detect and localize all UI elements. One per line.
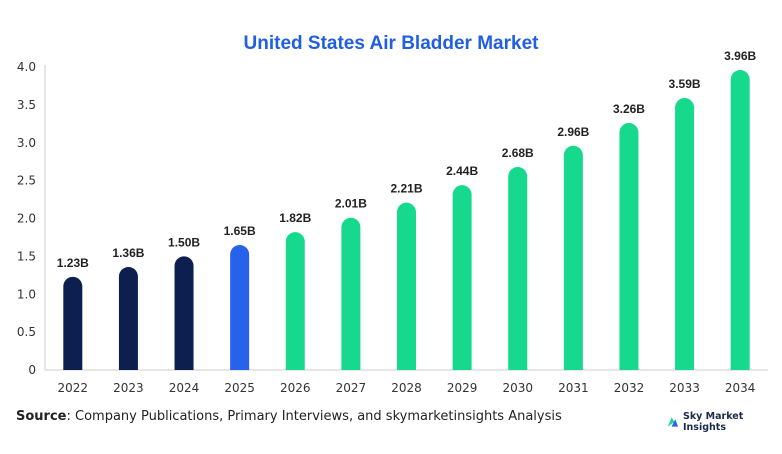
x-tick-label-2023: 2023 bbox=[113, 381, 144, 395]
x-tick-label-2033: 2033 bbox=[669, 381, 700, 395]
y-tick-label: 4.0 bbox=[17, 60, 36, 74]
y-tick-label: 1.5 bbox=[17, 249, 36, 263]
data-label-2026: 1.82B bbox=[279, 211, 311, 225]
data-label-2030: 2.68B bbox=[502, 146, 534, 160]
data-label-2034: 3.96B bbox=[724, 49, 756, 63]
bar-2027 bbox=[341, 217, 361, 370]
bar-2031 bbox=[563, 145, 583, 370]
x-tick-label-2028: 2028 bbox=[391, 381, 422, 395]
x-tick-label-2031: 2031 bbox=[558, 381, 589, 395]
chart-title: United States Air Bladder Market bbox=[243, 33, 539, 54]
x-tick-label-2026: 2026 bbox=[280, 381, 311, 395]
bar-2025 bbox=[230, 245, 250, 370]
data-label-2024: 1.50B bbox=[168, 235, 200, 249]
bar-2028 bbox=[397, 202, 416, 370]
data-label-2023: 1.36B bbox=[112, 246, 144, 260]
bar-2034 bbox=[730, 70, 750, 370]
source-note: Source: Company Publications, Primary In… bbox=[16, 409, 562, 424]
sky-market-insights-logo-icon bbox=[667, 417, 679, 427]
x-tick-label-2022: 2022 bbox=[58, 381, 89, 395]
y-tick-label: 0.5 bbox=[17, 325, 36, 339]
y-tick-label: 1.0 bbox=[17, 287, 36, 301]
bar-2030 bbox=[508, 166, 528, 370]
y-tick-label: 2.0 bbox=[17, 212, 36, 226]
data-label-2031: 2.96B bbox=[557, 125, 589, 139]
source-label: Source bbox=[16, 409, 67, 424]
bar-chart: 0 0.5 1.0 1.5 2.0 2.5 3.0 3.5 4.0 1.23B 2022 1.36B 2… bbox=[17, 49, 768, 395]
data-label-2028: 2.21B bbox=[390, 182, 422, 196]
data-label-2025: 1.65B bbox=[224, 224, 256, 238]
x-tick-label-2032: 2032 bbox=[614, 381, 645, 395]
data-label-2027: 2.01B bbox=[335, 197, 367, 211]
bar-2033 bbox=[675, 98, 695, 371]
brand-logo: Sky Market Insights bbox=[666, 411, 782, 433]
data-label-2033: 3.59B bbox=[669, 77, 701, 91]
x-tick-label-2025: 2025 bbox=[224, 381, 255, 395]
bar-2026 bbox=[285, 232, 305, 370]
x-tick-label-2029: 2029 bbox=[447, 381, 478, 395]
data-label-2029: 2.44B bbox=[446, 164, 478, 178]
bar-2032 bbox=[619, 123, 639, 370]
x-tick-label-2030: 2030 bbox=[502, 381, 533, 395]
y-tick-label: 3.0 bbox=[17, 136, 36, 150]
bar-2023 bbox=[118, 266, 138, 370]
y-tick-label: 2.5 bbox=[17, 174, 36, 188]
data-label-2032: 3.26B bbox=[613, 102, 645, 116]
brand-name: Sky Market Insights bbox=[683, 411, 744, 433]
y-tick-label: 0 bbox=[28, 363, 36, 377]
bar-2029 bbox=[452, 185, 472, 370]
x-tick-label-2034: 2034 bbox=[725, 381, 756, 395]
data-label-2022: 1.23B bbox=[57, 256, 89, 270]
x-tick-label-2027: 2027 bbox=[336, 381, 367, 395]
x-tick-label-2024: 2024 bbox=[169, 381, 200, 395]
y-tick-label: 3.5 bbox=[17, 98, 36, 112]
bar-2022 bbox=[63, 276, 83, 370]
source-text: : Company Publications, Primary Intervie… bbox=[66, 409, 562, 424]
bar-2024 bbox=[174, 256, 194, 370]
